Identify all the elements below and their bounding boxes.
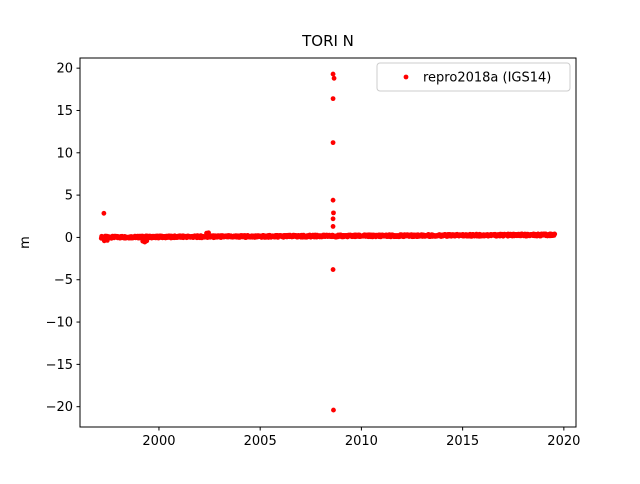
x-tick-label: 2020: [547, 434, 580, 449]
data-point-outlier: [331, 75, 337, 81]
data-point-outlier: [331, 407, 336, 413]
legend-box: [376, 62, 571, 92]
data-point-outlier: [104, 237, 110, 243]
axes-spines: [79, 57, 577, 428]
x-tick-label: 2015: [446, 434, 479, 449]
y-tick-label: 0: [65, 231, 73, 246]
y-tick-label: −10: [46, 316, 73, 331]
data-point-outlier: [330, 267, 336, 272]
x-tick-label: 2010: [345, 434, 378, 449]
y-axis-label: m: [18, 236, 33, 249]
data-point-outlier: [206, 230, 211, 236]
data-point-outlier: [144, 238, 150, 244]
data-point-outlier: [330, 96, 336, 102]
data-point-outlier: [331, 210, 336, 216]
y-tick-label: 5: [65, 189, 73, 204]
x-axis: 2000 2005 2010 2015 2020: [142, 427, 580, 449]
legend: repro2018a (IGS14): [376, 62, 571, 92]
y-tick-label: −20: [46, 400, 73, 415]
data-point-outlier: [101, 210, 107, 216]
y-tick-label: −5: [54, 273, 73, 288]
data-points: [98, 71, 558, 413]
data-point: [552, 231, 558, 237]
x-tick-label: 2005: [244, 434, 277, 449]
data-point-outlier: [330, 197, 336, 203]
y-tick-label: −15: [46, 358, 73, 373]
data-point-outlier: [330, 140, 336, 146]
data-point-outlier: [330, 216, 336, 222]
chart-title: TORI N: [301, 32, 354, 50]
y-tick-label: 20: [56, 62, 73, 77]
legend-marker-icon: [403, 74, 409, 80]
y-tick-label: 15: [56, 104, 73, 119]
data-point-outlier: [330, 224, 336, 229]
x-tick-label: 2000: [142, 434, 175, 449]
legend-label: repro2018a (IGS14): [423, 71, 551, 86]
y-tick-label: 10: [56, 146, 73, 161]
y-axis: −20 −15 −10 −5 0 5 10 15 20: [46, 62, 80, 415]
data-point-outlier: [330, 71, 336, 77]
